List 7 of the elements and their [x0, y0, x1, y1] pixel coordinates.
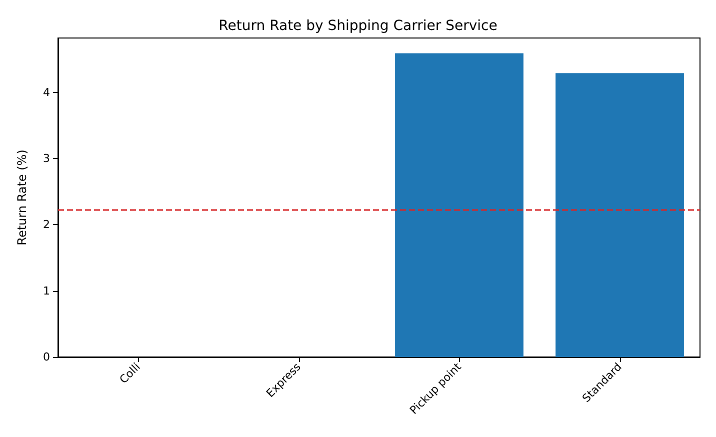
y-axis-title: Return Rate (%): [15, 150, 29, 246]
y-tick-label: 0: [43, 350, 50, 364]
chart-title: Return Rate by Shipping Carrier Service: [218, 18, 498, 34]
y-tick-label: 3: [43, 152, 50, 165]
y-tick-label: 1: [43, 284, 50, 298]
y-tick-label: 2: [43, 218, 50, 232]
y-tick-label: 4: [43, 86, 50, 99]
